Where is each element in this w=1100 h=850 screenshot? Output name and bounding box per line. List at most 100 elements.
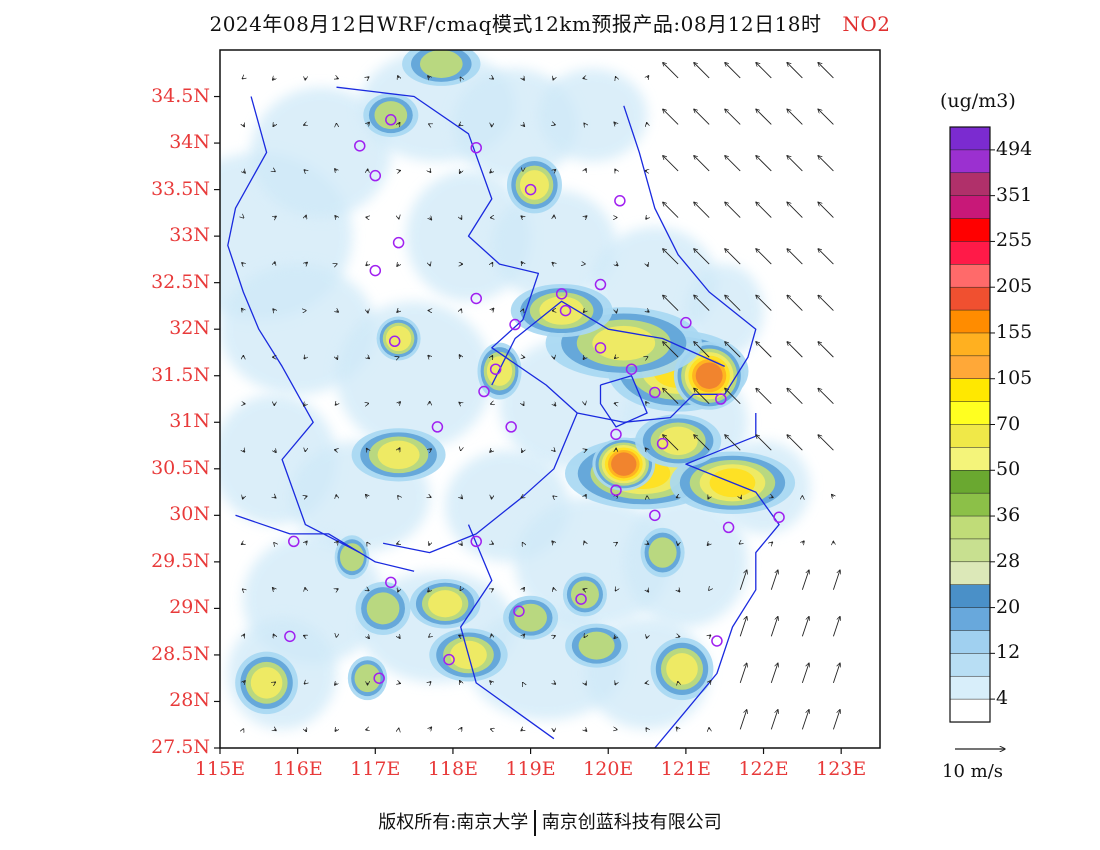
wind-arrow — [490, 450, 492, 452]
wind-arrow — [459, 402, 461, 403]
wind-arrow — [678, 590, 680, 592]
wind-arrow — [274, 729, 276, 730]
wind-arrow — [492, 356, 493, 358]
wind-arrow — [694, 109, 710, 125]
wind-arrow — [818, 109, 834, 125]
wind-arrow — [273, 309, 274, 311]
wind-arrow — [274, 171, 275, 172]
boundary-line — [623, 105, 757, 395]
wind-arrow — [243, 634, 244, 636]
wind-arrow — [583, 311, 585, 313]
station-marker — [610, 428, 622, 441]
wind-arrow — [756, 435, 772, 451]
wind-arrow — [583, 357, 585, 359]
colorbar-swatch — [949, 332, 991, 357]
station-marker — [489, 363, 502, 375]
boundary-line — [491, 300, 725, 386]
wind-arrow — [492, 308, 494, 310]
copyright-prefix: 版权所有:南京大学 — [378, 812, 529, 833]
lat-label: 34N — [169, 131, 210, 154]
wind-arrow — [335, 729, 336, 731]
haze-patch — [250, 87, 392, 218]
wind-arrow — [461, 497, 463, 499]
colorbar-swatch — [949, 698, 991, 723]
wind-arrow — [584, 636, 585, 637]
station-marker — [470, 292, 482, 305]
lon-label: 122E — [738, 758, 789, 780]
wind-arrow — [616, 77, 617, 78]
colorbar-swatch — [949, 378, 991, 403]
colorbar-swatch — [949, 195, 991, 220]
wind-arrow — [694, 295, 710, 311]
wind-arrow — [694, 63, 710, 79]
wind-arrow — [614, 403, 616, 404]
wind-arrow — [273, 634, 274, 636]
lon-label: 123E — [816, 758, 867, 780]
monitoring-stations — [284, 114, 785, 684]
wind-arrow — [645, 448, 647, 450]
concentration-blob — [514, 603, 547, 632]
station-marker — [524, 183, 537, 196]
colorbar-level: 351 — [996, 183, 1033, 206]
station-marker — [470, 141, 482, 154]
wind-arrow — [461, 543, 462, 545]
wind-arrow — [615, 683, 616, 685]
station-marker — [594, 278, 607, 291]
concentration-blob — [658, 426, 698, 456]
wind-arrow — [585, 729, 587, 731]
colorbar-swatch — [949, 630, 991, 654]
wind-arrow — [272, 78, 274, 80]
colorbar-swatch — [949, 149, 991, 174]
station-marker — [614, 195, 626, 207]
wind-arrow — [336, 78, 338, 79]
wind-arrow — [616, 311, 617, 313]
wind-arrow — [553, 78, 554, 80]
lat-label: 33N — [169, 224, 210, 247]
lat-label: 30N — [169, 503, 210, 526]
wind-arrow — [304, 124, 306, 125]
wind-arrow — [242, 78, 243, 79]
wind-arrow — [274, 216, 276, 217]
title-pollutant: NO2 — [842, 12, 891, 36]
station-marker — [513, 605, 525, 617]
wind-arrow — [615, 357, 617, 358]
lat-label: 30.5N — [151, 456, 210, 479]
lat-label: 29.5N — [151, 549, 210, 572]
wind-arrow — [490, 681, 492, 683]
concentration-blob — [339, 543, 365, 572]
wind-arrow — [725, 202, 741, 218]
wind-arrow — [523, 124, 525, 126]
station-marker — [649, 386, 661, 399]
wind-arrow — [663, 342, 679, 358]
colorbar-swatch — [949, 675, 991, 700]
wind-arrow — [694, 156, 710, 172]
wind-arrow — [492, 78, 494, 79]
station-marker — [388, 335, 401, 348]
colorbar-level: 36 — [996, 504, 1021, 527]
wind-arrow — [787, 342, 803, 358]
wind-arrow — [583, 78, 585, 79]
lat-label: 28N — [169, 689, 210, 712]
wind-arrow — [272, 588, 274, 590]
colorbar-swatch — [949, 286, 991, 311]
station-marker — [470, 535, 482, 548]
wind-arrow — [242, 589, 243, 590]
wind-arrow — [460, 171, 461, 173]
wind-arrow — [770, 617, 778, 637]
wind-arrow — [585, 495, 586, 497]
wind-arrow — [304, 357, 305, 359]
wind-arrow — [707, 543, 709, 545]
map-frame — [219, 49, 881, 749]
wind-arrow — [459, 635, 461, 636]
wind-arrow — [663, 295, 679, 311]
boundary-line — [336, 86, 578, 414]
station-marker — [431, 421, 444, 433]
wind-arrow — [523, 78, 524, 80]
station-marker — [555, 288, 568, 300]
concentration-blob — [250, 667, 283, 699]
wind-arrow — [304, 404, 306, 406]
boundary-line — [577, 393, 725, 423]
wind-arrow — [585, 169, 586, 171]
wind-arrow — [243, 171, 245, 173]
